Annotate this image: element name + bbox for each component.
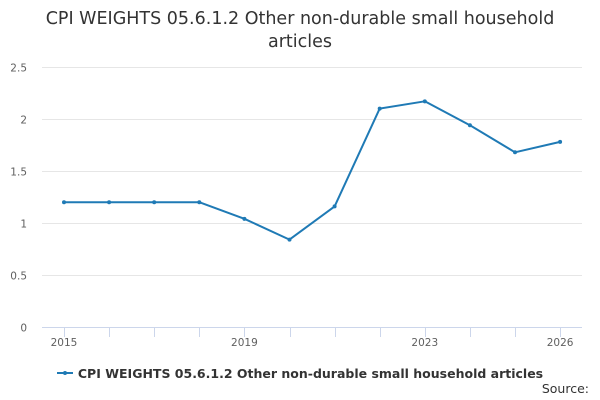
data-point[interactable]: [377, 106, 382, 111]
data-point[interactable]: [287, 237, 292, 242]
series-group: [62, 99, 563, 242]
data-point[interactable]: [332, 204, 337, 209]
chart-title-line-2: articles: [267, 32, 332, 52]
data-point[interactable]: [152, 200, 157, 205]
chart-title: CPI WEIGHTS 05.6.1.2 Other non-durable s…: [0, 8, 600, 54]
x-tick-label: 2019: [231, 337, 258, 349]
y-tick-label: 0.5: [10, 271, 27, 283]
x-tick-label: 2026: [547, 337, 574, 349]
data-point[interactable]: [558, 139, 563, 144]
series-line-0[interactable]: [63, 100, 562, 241]
legend-symbol-icon: [56, 371, 73, 375]
data-point[interactable]: [422, 99, 427, 104]
x-tick-label: 2023: [411, 337, 438, 349]
y-tick-label: 2.5: [10, 63, 27, 75]
legend[interactable]: CPI WEIGHTS 05.6.1.2 Other non-durable s…: [0, 364, 600, 382]
data-point[interactable]: [467, 123, 472, 128]
grid-lines: [42, 67, 582, 276]
legend-label: CPI WEIGHTS 05.6.1.2 Other non-durable s…: [77, 365, 544, 381]
data-point[interactable]: [242, 216, 247, 221]
y-tick-label: 1: [20, 219, 27, 231]
data-point[interactable]: [197, 200, 202, 205]
x-tick-label: 2015: [51, 337, 78, 349]
y-tick-label: 0: [20, 323, 27, 335]
data-point[interactable]: [513, 150, 517, 155]
chart-title-line-1: CPI WEIGHTS 05.6.1.2 Other non-durable s…: [45, 9, 555, 29]
data-point[interactable]: [62, 200, 66, 205]
y-axis-labels: 0 0.5 1 1.5 2 2.5: [10, 63, 27, 335]
y-tick-label: 2: [20, 115, 27, 127]
data-point[interactable]: [107, 200, 112, 205]
y-tick-label: 1.5: [10, 167, 27, 179]
x-axis: 2015 2019 2023 2026: [42, 327, 582, 349]
source-credit[interactable]: Source:: [541, 381, 589, 396]
